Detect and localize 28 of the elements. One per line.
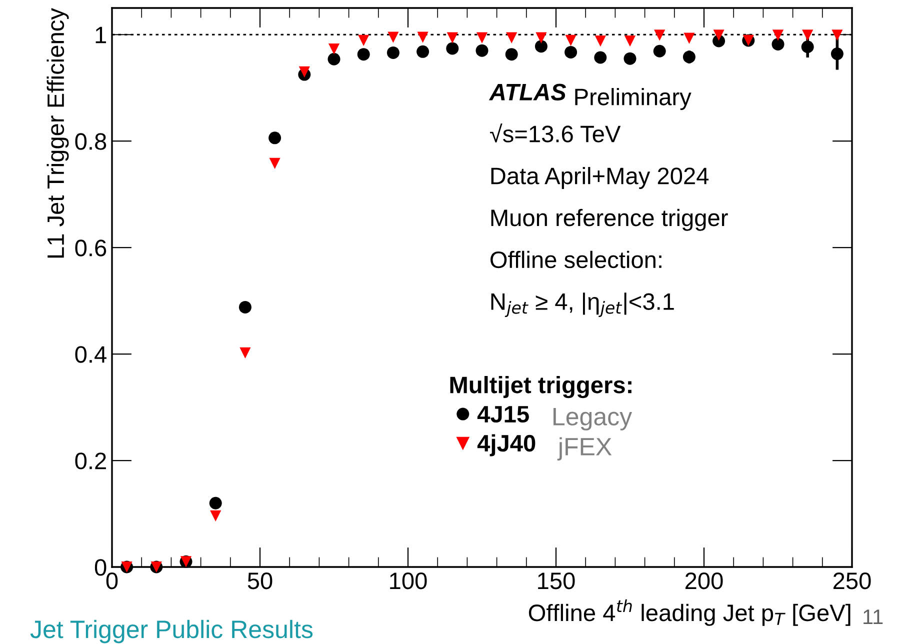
x-tick-label: 250 [833, 572, 871, 590]
annotation: √s=13.6 TeV [490, 123, 621, 142]
y-tick-label: 1 [96, 26, 106, 44]
legend-label: 4J15 [477, 406, 529, 423]
y-tick-label: 0.2 [75, 452, 106, 470]
annotation: N$_{jet}$ ≥ 4, |η$_{jet}$|<3.1 [491, 292, 674, 318]
annotation: Data April+May 2024 [491, 166, 709, 189]
x-tick-label: 100 [390, 572, 427, 590]
legend-label: 4jJ40 [477, 434, 536, 456]
text: Jet Trigger Public Results [30, 620, 313, 644]
y-tick-label: 0.6 [75, 240, 106, 256]
text: 11 [864, 610, 883, 624]
y-tick-label: 0.8 [75, 133, 106, 150]
annotation: jFEX [557, 437, 612, 460]
annotation: ATLAS [488, 84, 566, 100]
x-axis-title: Offline 4$^{th}$ leading Jet p$_{T}$ [GeV] [528, 599, 850, 626]
x-tick-label: 150 [538, 572, 575, 590]
annotation: Preliminary [575, 88, 692, 110]
y-tick-label: 0.4 [75, 346, 106, 363]
y-tick-label: 0 [94, 559, 106, 576]
annotation: Muon reference trigger [491, 208, 728, 231]
annotation: Legacy [554, 408, 632, 430]
x-tick-label: 200 [685, 572, 723, 590]
annotation: Offline selection: [490, 250, 662, 268]
x-tick-label: 0 [106, 572, 118, 590]
legend-title: Multijet triggers: [450, 376, 632, 398]
x-tick-label: 50 [248, 572, 272, 590]
y-axis-title: L1 Jet Trigger Efficiency [46, 8, 69, 258]
